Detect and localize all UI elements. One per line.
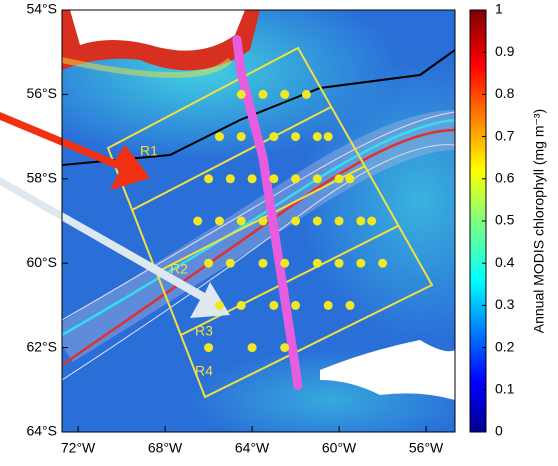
station [302,90,311,99]
station [237,301,246,310]
station [204,174,213,183]
station [193,217,202,226]
station [215,217,224,226]
station [291,174,300,183]
station [258,90,267,99]
station [258,259,267,268]
region-label: R2 [170,261,188,277]
x-tick-label: 64°W [235,440,270,456]
station [291,217,300,226]
x-tick-label: 56°W [409,440,444,456]
map-figure: 72°W 68°W 64°W 60°W 56°W 54°S 56°S 58°S 60°S 62°S… [0,0,558,461]
station [345,301,354,310]
colorbar-tick-label: 0.5 [495,212,515,228]
station [313,174,322,183]
station [280,259,289,268]
station [291,301,300,310]
station [280,90,289,99]
y-tick-label: 54°S [26,1,57,17]
station [313,217,322,226]
station [367,217,376,226]
station [204,259,213,268]
region-label: R1 [140,143,158,159]
station [335,217,344,226]
x-tick-label: 72°W [61,440,96,456]
station [204,343,213,352]
station [335,174,344,183]
colorbar-tick-label: 0.1 [495,381,515,397]
station [269,301,278,310]
station [291,132,300,141]
y-tick-label: 62°S [26,338,57,354]
y-tick-label: 64°S [26,423,57,439]
station [335,259,344,268]
station [226,259,235,268]
station [356,217,365,226]
colorbar-tick-label: 0.4 [495,254,515,270]
region-label: R3 [195,323,213,339]
station [378,259,387,268]
station [345,174,354,183]
station [215,301,224,310]
colorbar-tick-label: 0.9 [495,43,515,59]
station [237,90,246,99]
colorbar-tick-label: 0.7 [495,127,515,143]
y-tick-label: 60°S [26,254,57,270]
station [226,174,235,183]
colorbar-tick-label: 0.8 [495,85,515,101]
station [280,343,289,352]
station [237,217,246,226]
y-tick-label: 58°S [26,170,57,186]
y-tick-label: 56°S [26,85,57,101]
station [324,301,333,310]
station [248,174,257,183]
colorbar-tick-label: 0.2 [495,338,515,354]
colorbar-label: Annual MODIS chlorophyll (mg m⁻³) [531,109,547,333]
region-label: R4 [195,363,213,379]
station [258,217,267,226]
station [313,132,322,141]
station [269,132,278,141]
colorbar-tick-label: 1 [495,1,503,17]
colorbar-tick-label: 0.6 [495,170,515,186]
station [324,132,333,141]
station [356,259,365,268]
station [269,174,278,183]
colorbar-tick-label: 0 [495,423,503,439]
colorbar-tick-label: 0.3 [495,296,515,312]
station [215,132,224,141]
station [248,343,257,352]
x-tick-label: 60°W [322,440,357,456]
station [237,132,246,141]
station [313,259,322,268]
x-tick-label: 68°W [148,440,183,456]
